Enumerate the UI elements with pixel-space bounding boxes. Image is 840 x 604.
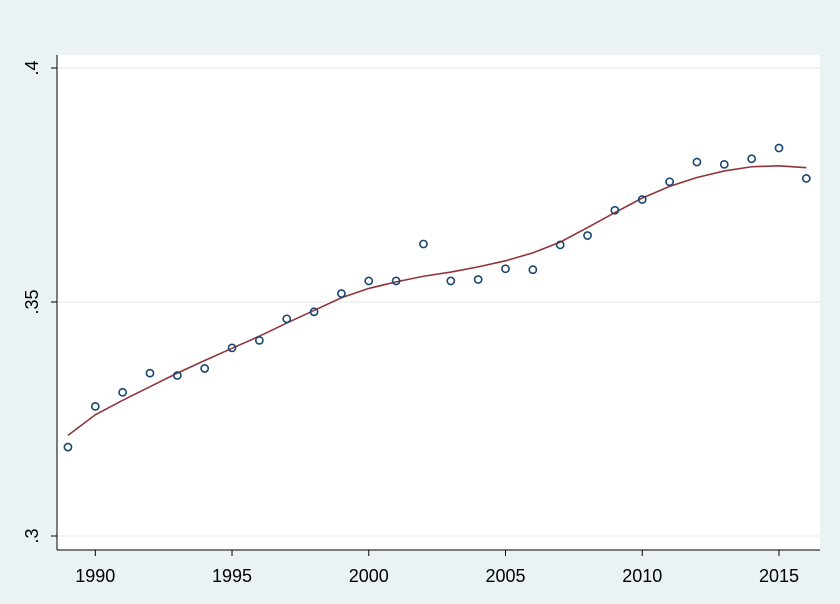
data-point [172,371,182,380]
x-tick-label: 1995 [212,566,252,586]
x-tick-label: 2000 [349,566,389,586]
y-tick-label: .4 [22,60,42,75]
data-point [610,205,620,215]
data-point [364,276,374,286]
data-point [665,177,674,187]
smoothed-fit-line [67,165,807,437]
data-point [254,335,264,345]
data-point [501,264,510,274]
x-tick-label: 2015 [759,566,799,586]
data-point [446,276,456,286]
data-point [118,387,128,397]
data-point [63,442,73,452]
data-point [774,143,784,153]
data-points [63,143,811,452]
data-point [309,307,319,317]
x-ticks: 1990 1995 2000 2005 2010 2015 [75,550,799,586]
data-point [692,157,702,167]
data-point [637,195,647,204]
y-tick-label: .35 [22,289,42,314]
data-point [528,265,538,275]
data-point [337,289,346,298]
y-ticks: .3 .35 .4 [22,60,57,544]
x-tick-label: 2010 [622,566,662,586]
data-point [801,174,811,183]
data-point [419,239,428,249]
data-point [145,368,155,378]
x-tick-label: 1990 [75,566,115,586]
data-point [90,401,100,411]
data-point [282,314,292,324]
data-point [200,364,210,373]
x-tick-label: 2005 [485,566,525,586]
data-point [227,343,237,353]
gridlines [57,67,820,537]
y-tick-label: .3 [22,528,42,543]
data-point [473,275,483,284]
data-point [583,231,592,240]
data-point [719,160,729,169]
data-point [391,276,401,286]
data-point [747,154,757,164]
data-point [555,240,565,250]
